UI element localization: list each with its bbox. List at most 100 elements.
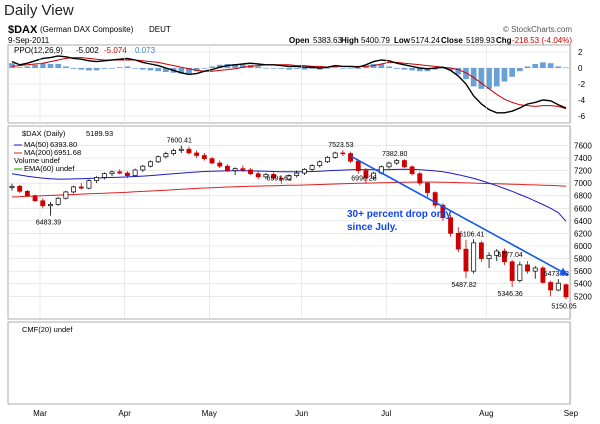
candle-body (163, 153, 169, 158)
candle-body (486, 255, 492, 259)
candle-body (78, 186, 84, 189)
candle-body (263, 173, 269, 178)
ppo-hist-bar (401, 68, 408, 70)
price-tick-label: 7400 (574, 154, 592, 163)
ppo-hist-bar (301, 68, 308, 70)
price-tick-label: 6600 (574, 204, 592, 213)
close-label: Close (441, 36, 463, 45)
price-legend: $DAX (Daily) 5189.93 MA(50) 6393.80 MA(2… (14, 129, 113, 173)
cmf-panel-frame (7, 321, 571, 405)
candle-body (509, 261, 515, 281)
candle-body (478, 242, 484, 259)
candle-body (17, 185, 23, 192)
candle-body (178, 148, 184, 151)
ppo-hist-bar (16, 67, 23, 68)
ppo-hist-bar (116, 67, 123, 68)
ppo-hist-bar (363, 66, 369, 68)
ppo-hist-bar (232, 64, 238, 68)
ppo-hist-bar (547, 63, 554, 68)
ppo-y-axis: 2 0 -2 -4 -6 (578, 48, 586, 121)
ppo-hist-bar (378, 64, 385, 68)
ma200-line (11, 181, 567, 198)
open-value: 5383.63 (313, 36, 342, 45)
ppo-tick-label: -2 (578, 80, 586, 89)
candle-body (394, 160, 400, 164)
month-label: Jul (381, 409, 391, 418)
candle-body (48, 204, 53, 207)
candle-body (55, 197, 61, 205)
ppo-hist-bar (101, 68, 108, 69)
candle-body (371, 172, 377, 179)
candle-body (86, 180, 92, 189)
candle-body (386, 162, 392, 168)
ppo-legend-label: PPO(12,26,9) (14, 46, 63, 55)
ppo-hist-bar (186, 68, 192, 74)
symbol-label: $DAX (8, 24, 38, 36)
ppo-hist-bar (393, 68, 400, 69)
price-annotation: 7382.80 (382, 151, 407, 158)
ppo-hist-bar (509, 68, 515, 77)
ppo-hist-bar (278, 68, 285, 69)
candle-body (24, 190, 30, 197)
exchange-label: DEUT (149, 25, 171, 34)
ppo-tick-label: 2 (578, 48, 583, 57)
price-annotation: 5346.36 (497, 291, 522, 298)
page-title: Daily View (4, 2, 74, 19)
candle-body (425, 182, 430, 193)
candle-body (140, 165, 146, 171)
candle-body (278, 177, 284, 180)
chg-label: Chg (496, 36, 512, 45)
candle-body (132, 169, 138, 176)
ppo-hist-bar (432, 68, 439, 70)
ppo-signal-line (11, 57, 567, 110)
ppo-hist-bar (486, 68, 492, 89)
candle-body (409, 166, 415, 175)
ma200-legend-label: MA(200) (24, 148, 53, 157)
ppo-hist-bar (424, 68, 431, 72)
symbol-desc: (German DAX Composite) (40, 25, 134, 34)
ema-legend: EMA(60) undef (24, 164, 75, 173)
high-label: High (341, 36, 359, 45)
ppo-legend: PPO(12,26,9) -5.002 -5.074 0.073 (14, 46, 156, 55)
price-tick-label: 6200 (574, 229, 592, 238)
candle-body (517, 264, 523, 281)
price-panel-frame (7, 125, 571, 320)
candle-body (548, 282, 554, 291)
candle-body (109, 171, 115, 175)
price-tick-label: 6000 (574, 242, 592, 251)
price-annotation: 5473.68 (544, 271, 569, 278)
ppo-hist-bar (563, 67, 569, 69)
ppo-hist-bar (286, 68, 292, 70)
ppo-hist-bar (239, 64, 246, 68)
comment-line-2: since July. (347, 222, 398, 233)
ppo-hist-bar (455, 68, 462, 75)
candle-body (455, 233, 461, 250)
drop-arrow-head (559, 267, 568, 276)
low-label: Low (394, 36, 411, 45)
candle-body (301, 168, 307, 174)
ma200-legend-value: 6951.68 (54, 148, 81, 157)
volume-legend: Volume undef (14, 156, 61, 165)
candle-body (101, 173, 107, 178)
date-label: 9-Sep-2011 (8, 36, 50, 45)
candle-body (225, 165, 230, 171)
ppo-hist-bar (132, 68, 138, 69)
ppo-hist-bar (540, 62, 546, 68)
candle-body (217, 162, 223, 167)
candle-body (71, 186, 76, 193)
close-value: 5189.93 (466, 36, 495, 45)
candle-body (271, 173, 277, 179)
ma50-legend-value: 6393.80 (50, 140, 77, 149)
candle-body (355, 160, 361, 171)
candle-body (502, 250, 507, 263)
month-label: Aug (479, 409, 493, 418)
ppo-hist-bar (463, 68, 469, 80)
candle-body (117, 171, 123, 174)
ppo-panel: 2 0 -2 -4 -6 PPO(12,26,9) -5.002 -5.074 0.07… (7, 44, 586, 124)
price-tick-label: 5800 (574, 255, 592, 264)
candle-body (9, 185, 15, 188)
ppo-hist-bar (47, 64, 54, 68)
candle-body (124, 172, 130, 176)
candle-body (194, 152, 200, 156)
candle-body (471, 242, 477, 272)
